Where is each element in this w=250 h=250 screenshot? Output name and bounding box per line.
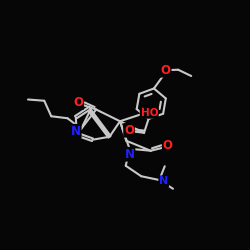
Text: O: O <box>73 96 83 109</box>
Text: HO: HO <box>140 108 158 118</box>
Text: N: N <box>71 125 81 138</box>
Text: O: O <box>161 64 171 77</box>
Text: N: N <box>124 148 134 161</box>
Text: N: N <box>159 176 168 186</box>
Text: O: O <box>124 124 134 137</box>
Text: O: O <box>163 139 173 152</box>
